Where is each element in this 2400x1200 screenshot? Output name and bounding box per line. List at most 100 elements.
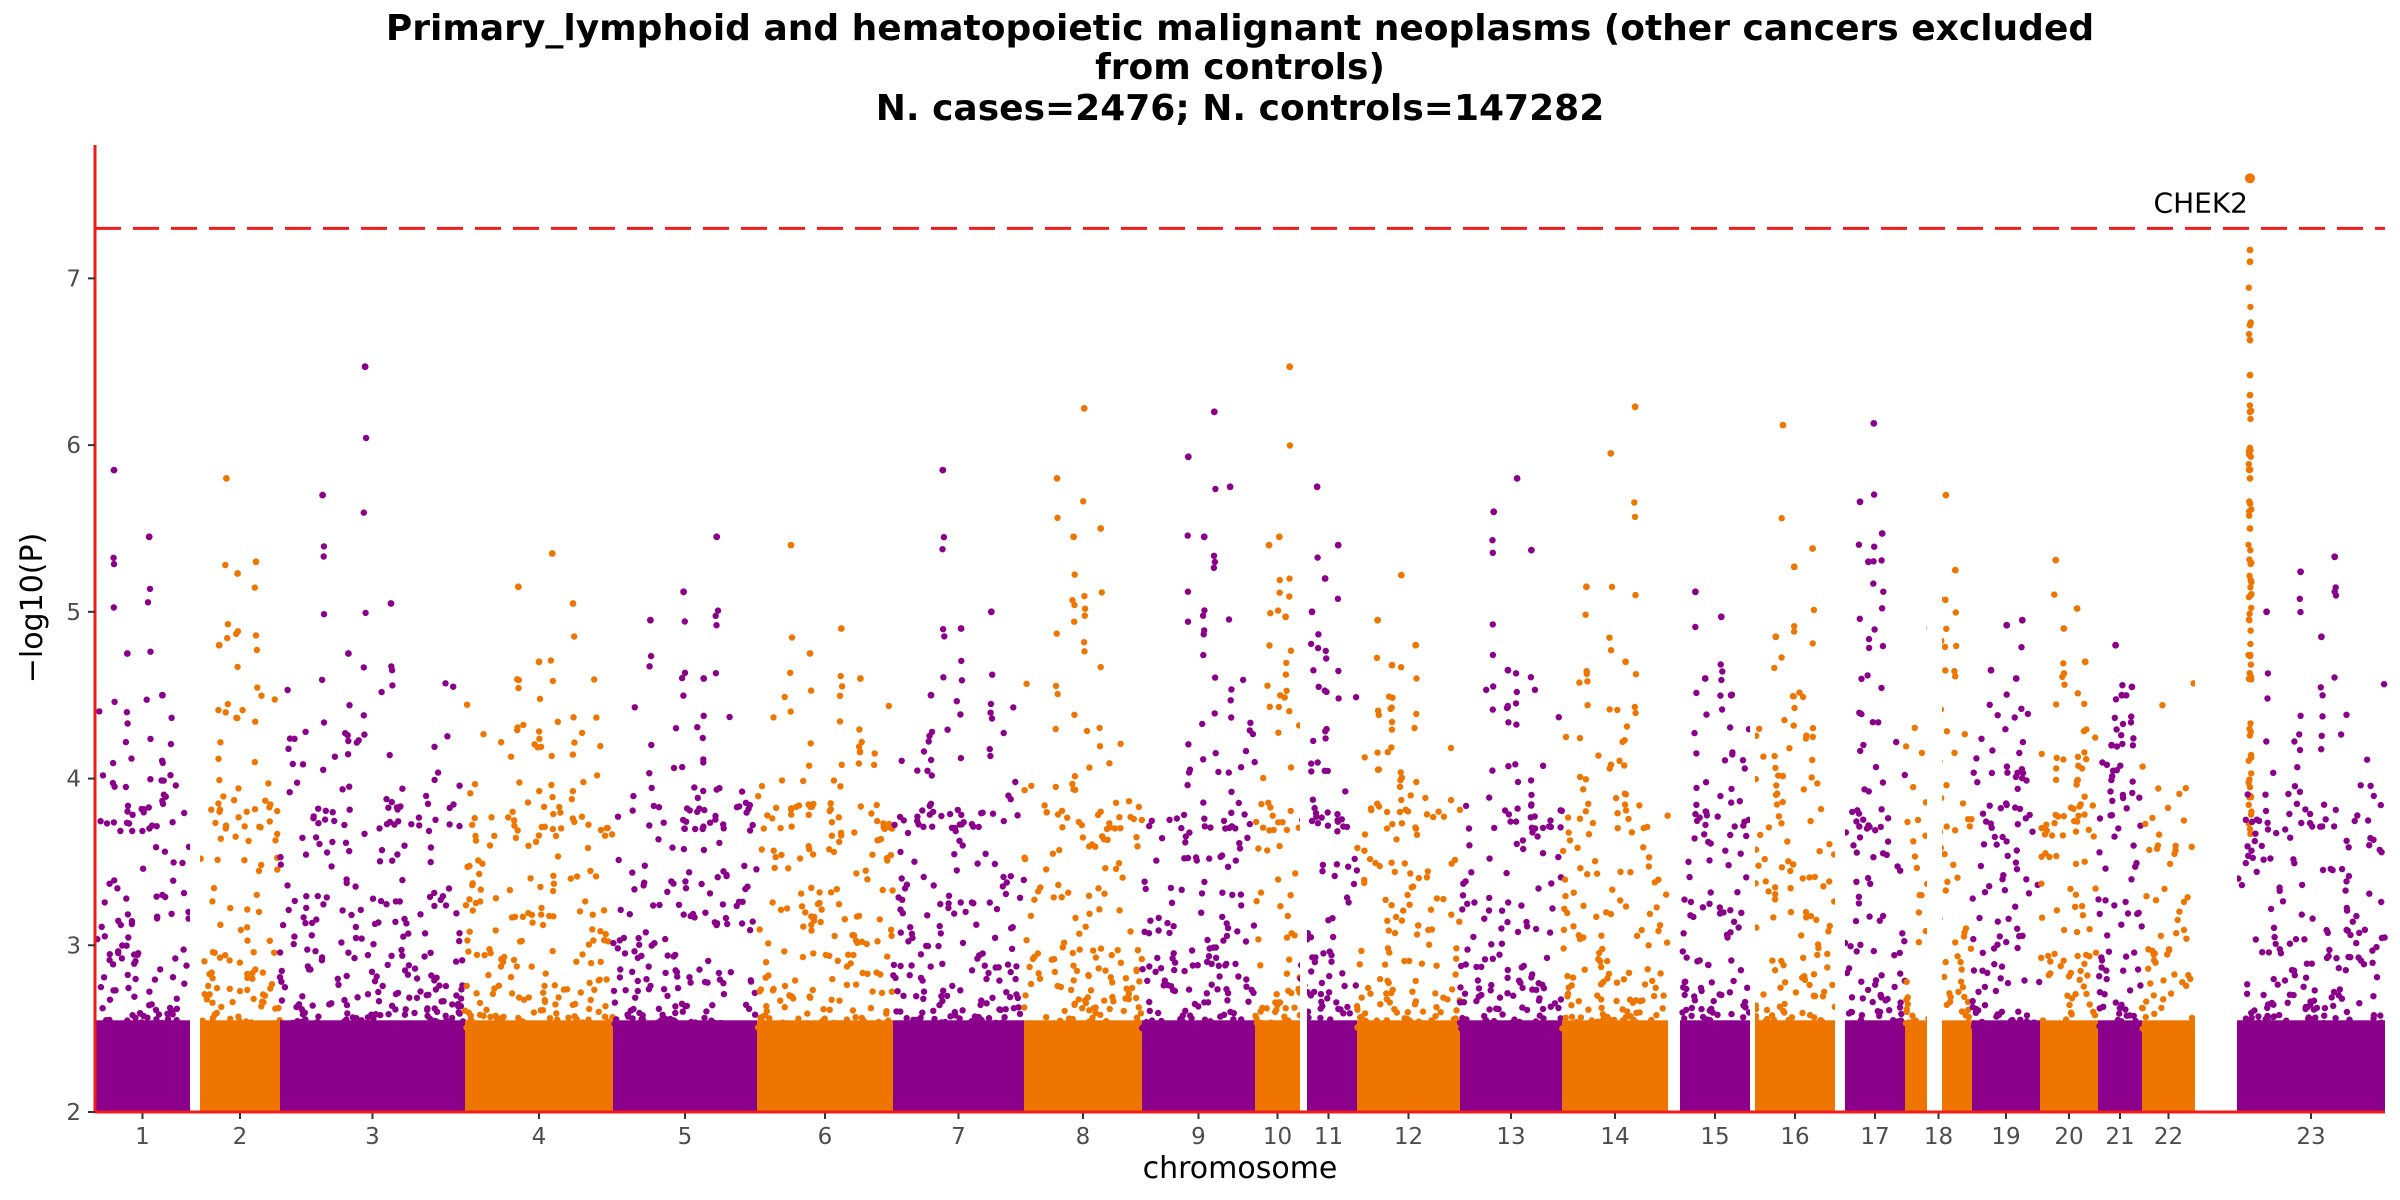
snp-point	[1817, 805, 1825, 813]
snp-point	[1315, 631, 1322, 638]
chromosome-21-peak	[2112, 641, 2120, 649]
snp-point	[1910, 838, 1917, 845]
snp-point	[1396, 808, 1404, 816]
snp-point	[1287, 807, 1294, 815]
snp-point	[2012, 1024, 2020, 1031]
chromosome-10-peak	[1282, 613, 1289, 621]
snp-point	[700, 846, 708, 854]
snp-point	[1820, 1025, 1827, 1032]
snp-point	[416, 822, 423, 829]
snp-point	[951, 824, 958, 832]
snp-point	[1010, 704, 1017, 711]
snp-point	[2085, 826, 2092, 833]
snp-point	[830, 777, 838, 784]
snp-point	[394, 806, 401, 813]
snp-point	[1016, 894, 1024, 901]
snp-point	[2014, 769, 2021, 776]
snp-point	[1101, 890, 1108, 897]
snp-point	[670, 764, 678, 772]
snp-point	[1184, 588, 1192, 595]
snp-point	[2038, 914, 2046, 921]
snp-point	[1397, 664, 1405, 671]
snp-point	[817, 1023, 824, 1030]
snp-point	[1598, 996, 1605, 1003]
snp-point	[1458, 1025, 1465, 1032]
snp-point	[1645, 863, 1653, 870]
snp-point	[548, 752, 555, 760]
snp-point	[1013, 991, 1020, 998]
snp-point	[1856, 823, 1863, 830]
snp-point	[571, 739, 578, 746]
snp-point	[635, 934, 642, 942]
snp-point	[1284, 912, 1292, 920]
snp-point	[1997, 805, 2005, 812]
snp-point	[733, 804, 741, 811]
snp-point	[2029, 828, 2036, 835]
snp-point	[1585, 800, 1592, 807]
snp-point	[1464, 946, 1471, 953]
snp-point	[354, 994, 361, 1001]
snp-point	[2306, 819, 2314, 827]
snp-point	[867, 1004, 875, 1012]
snp-point	[473, 951, 481, 958]
snp-point	[1809, 724, 1817, 732]
snp-point	[1489, 706, 1497, 713]
chromosome-9-peak	[1200, 533, 1208, 541]
snp-point	[1869, 998, 1876, 1006]
snp-point	[897, 929, 904, 936]
snp-point	[1893, 738, 1900, 746]
chromosome-gap	[1927, 140, 1942, 1112]
snp-point	[2075, 762, 2082, 769]
snp-point	[1356, 1022, 1363, 1029]
snp-point	[800, 923, 807, 930]
snp-point	[1613, 997, 1620, 1005]
snp-point	[1058, 894, 1065, 901]
snp-point	[829, 975, 836, 983]
snp-point	[168, 910, 175, 917]
snp-point	[524, 799, 532, 806]
snp-point	[2173, 930, 2180, 937]
snp-point	[128, 917, 136, 925]
snp-point	[331, 817, 338, 825]
snp-point	[2267, 905, 2275, 913]
snp-point	[274, 866, 281, 873]
snp-point	[1845, 965, 1853, 972]
snp-point	[1028, 1020, 1035, 1027]
snp-point	[772, 853, 779, 861]
snp-point	[2270, 975, 2277, 983]
snp-point	[2319, 713, 2326, 720]
snp-point	[364, 951, 372, 959]
snp-point	[1166, 816, 1173, 823]
snp-point	[2247, 751, 2255, 759]
snp-point	[109, 961, 117, 968]
snp-point	[771, 864, 778, 871]
snp-point	[589, 926, 596, 933]
chromosome-4-peak	[514, 583, 522, 591]
snp-point	[1913, 864, 1921, 872]
snp-point	[751, 1011, 759, 1018]
snp-point	[513, 963, 520, 970]
snp-point	[2060, 756, 2067, 763]
snp-point	[1092, 1022, 1100, 1030]
snp-point	[2276, 887, 2283, 894]
chromosome-19-peak	[2012, 675, 2020, 682]
snp-point	[320, 901, 327, 908]
snp-point	[1071, 786, 1079, 793]
snp-point	[314, 892, 321, 900]
snp-point	[1771, 884, 1779, 891]
snp-point	[2360, 961, 2368, 968]
snp-point	[432, 1017, 439, 1025]
snp-point	[753, 866, 760, 873]
snp-point	[1682, 1025, 1689, 1032]
snp-point	[1253, 898, 1260, 905]
snp-point	[1581, 966, 1588, 973]
snp-point	[897, 848, 904, 856]
snp-point	[953, 698, 960, 705]
snp-point	[139, 827, 146, 835]
snp-point	[464, 937, 471, 944]
snp-point	[1853, 948, 1860, 955]
snp-point	[2005, 915, 2012, 922]
snp-point	[385, 804, 392, 811]
chromosome-11-peak	[1313, 483, 1321, 491]
snp-point	[701, 1014, 708, 1022]
